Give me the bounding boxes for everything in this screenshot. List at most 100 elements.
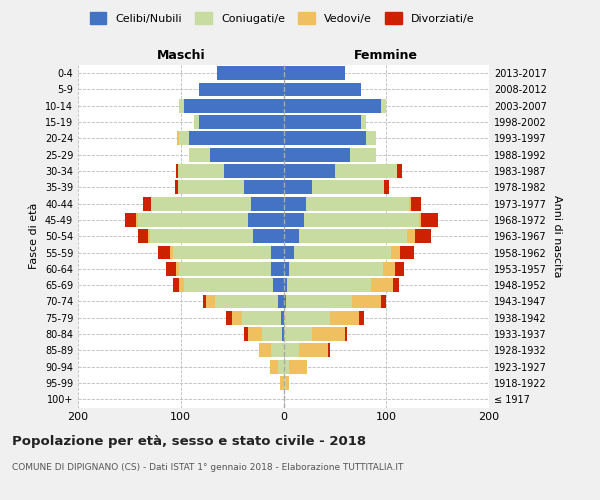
Bar [284,327,312,341]
Bar [173,278,179,292]
Bar [284,213,304,227]
Bar [352,294,381,308]
Bar [209,148,284,162]
Bar [299,230,407,243]
Bar [189,132,284,145]
Bar [137,230,148,243]
Bar [283,327,284,341]
Bar [384,180,389,194]
Bar [189,148,209,162]
Bar [199,115,284,129]
Bar [215,294,278,308]
Bar [381,294,386,308]
Bar [328,344,330,357]
Bar [232,311,242,324]
Bar [335,164,397,178]
Bar [179,278,184,292]
Bar [286,376,289,390]
Bar [176,132,179,145]
Bar [179,99,184,112]
Text: Popolazione per età, sesso e stato civile - 2018: Popolazione per età, sesso e stato civil… [12,435,366,448]
Bar [271,262,284,276]
Bar [284,344,299,357]
Text: COMUNE DI DIPIGNANO (CS) - Dati ISTAT 1° gennaio 2018 - Elaborazione TUTTITALIA.: COMUNE DI DIPIGNANO (CS) - Dati ISTAT 1°… [12,462,403,471]
Bar [251,196,284,210]
Bar [284,82,361,96]
Bar [166,262,176,276]
Bar [381,99,386,112]
Bar [137,213,248,227]
Bar [415,230,431,243]
Bar [289,360,307,374]
Bar [286,294,352,308]
Bar [176,262,179,276]
Bar [170,246,173,260]
Bar [278,294,284,308]
Bar [394,278,398,292]
Bar [284,376,286,390]
Bar [284,311,330,324]
Bar [397,164,401,178]
Bar [270,360,278,374]
Bar [226,311,232,324]
Bar [284,180,312,194]
Bar [284,99,381,112]
Bar [361,115,366,129]
Bar [391,246,400,260]
Bar [366,132,376,145]
Bar [330,311,359,324]
Bar [419,213,421,227]
Bar [299,344,328,357]
Bar [179,262,271,276]
Bar [158,246,170,260]
Bar [312,180,384,194]
Bar [217,66,284,80]
Bar [184,278,273,292]
Bar [281,311,284,324]
Bar [284,164,335,178]
Bar [242,311,281,324]
Bar [173,246,271,260]
Bar [178,164,224,178]
Bar [312,327,345,341]
Bar [143,196,151,210]
Bar [271,344,284,357]
Bar [395,262,404,276]
Bar [148,230,150,243]
Bar [206,294,215,308]
Bar [176,164,178,178]
Bar [289,262,383,276]
Bar [151,196,251,210]
Bar [248,327,262,341]
Bar [244,180,284,194]
Bar [359,311,364,324]
Bar [184,99,284,112]
Bar [411,196,421,210]
Bar [421,213,437,227]
Bar [199,82,284,96]
Bar [175,180,178,194]
Bar [271,246,284,260]
Y-axis label: Anni di nascita: Anni di nascita [552,195,562,278]
Bar [125,213,136,227]
Bar [284,132,366,145]
Bar [259,344,271,357]
Bar [284,196,306,210]
Bar [284,278,287,292]
Bar [273,278,284,292]
Bar [284,230,299,243]
Bar [287,278,371,292]
Bar [253,230,284,243]
Bar [178,180,244,194]
Bar [284,246,294,260]
Legend: Celibi/Nubili, Coniugati/e, Vedovi/e, Divorziati/e: Celibi/Nubili, Coniugati/e, Vedovi/e, Di… [85,8,479,28]
Bar [284,115,361,129]
Bar [284,262,289,276]
Bar [203,294,206,308]
Bar [194,115,199,129]
Bar [284,66,345,80]
Text: Femmine: Femmine [354,50,418,62]
Bar [280,376,284,390]
Bar [244,327,248,341]
Bar [304,213,419,227]
